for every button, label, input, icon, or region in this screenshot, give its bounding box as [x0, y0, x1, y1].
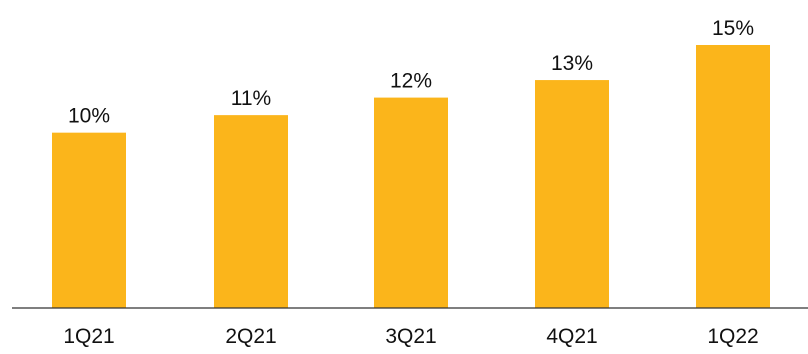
x-tick-label-3q21: 3Q21 [385, 325, 436, 348]
data-label-1q22: 15% [712, 17, 754, 40]
bar-3q21 [374, 97, 448, 308]
x-tick-label-2q21: 2Q21 [225, 325, 276, 348]
x-tick-label-1q22: 1Q22 [707, 325, 758, 348]
bar-1q22 [696, 45, 770, 308]
x-tick-label-4q21: 4Q21 [546, 325, 597, 348]
data-label-4q21: 13% [551, 52, 593, 75]
bar-1q21 [52, 132, 126, 308]
x-tick-labels-group: 1Q21 2Q21 3Q21 4Q21 1Q22 [63, 325, 758, 348]
bars-group [52, 45, 770, 308]
data-label-2q21: 11% [231, 87, 271, 110]
data-label-3q21: 12% [390, 70, 432, 93]
bar-2q21 [214, 115, 288, 308]
bar-4q21 [535, 80, 609, 308]
data-label-1q21: 10% [68, 105, 110, 128]
x-tick-label-1q21: 1Q21 [63, 325, 114, 348]
data-labels-group: 10% 11% 12% 13% 15% [68, 17, 754, 128]
